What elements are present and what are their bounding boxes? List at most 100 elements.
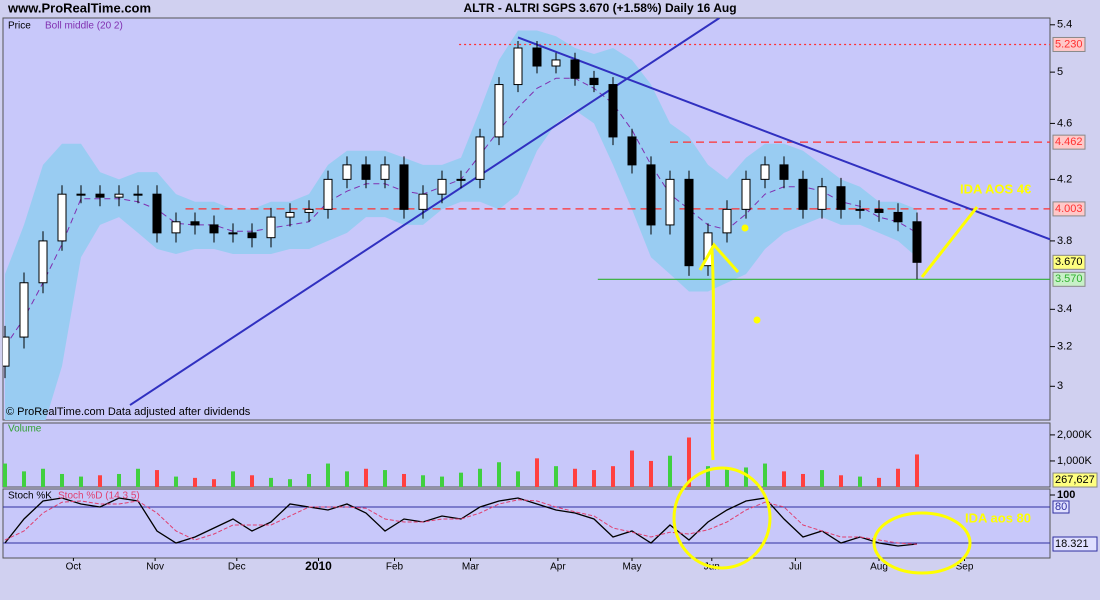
volume-bar [668, 455, 672, 487]
y-tick-label: 4.2 [1057, 173, 1072, 185]
volume-bar [877, 477, 881, 487]
volume-bar [269, 477, 273, 487]
annotations: IDA AOS 4€ IDA aos 80 [672, 181, 1031, 575]
value-label: 3.670 [1055, 256, 1083, 268]
volume-bar [212, 479, 216, 487]
candle-body [19, 282, 29, 338]
value-label: 18.321 [1055, 538, 1089, 550]
candle-body [76, 193, 86, 196]
candle-body [513, 47, 523, 86]
candle-body [779, 164, 789, 180]
candle-body [646, 164, 656, 226]
volume-bar [478, 468, 482, 487]
value-box [1052, 201, 1086, 217]
volume-bar [535, 458, 539, 487]
candle-body [399, 164, 409, 210]
x-tick-label: Aug [870, 562, 888, 573]
value-label: 267,627 [1055, 474, 1095, 486]
x-tick-label: Feb [386, 562, 404, 573]
x-tick-label: Mar [462, 562, 480, 573]
volume-bar [117, 473, 121, 487]
circle [872, 511, 972, 575]
volume-bar [3, 463, 7, 487]
candle-body [190, 221, 200, 226]
y-tick-label: 5 [1057, 66, 1063, 78]
dot [753, 316, 761, 324]
y-tick-label: 2,000K [1057, 429, 1093, 441]
candle-body [304, 208, 314, 213]
volume-bar [345, 471, 349, 487]
volume-bar [79, 476, 83, 487]
volume-bar [839, 475, 843, 487]
chart-title: ALTR - ALTRI SGPS 3.670 (+1.58%) Daily 1… [463, 1, 736, 15]
candle-body [323, 178, 333, 210]
candle-body [570, 59, 580, 79]
legend-entry: Stoch %K [8, 491, 52, 502]
volume-bar [440, 476, 444, 487]
candle-body [361, 164, 371, 180]
x-tick-label: Dec [228, 562, 246, 573]
candle-body [95, 193, 105, 198]
volume-bar [763, 463, 767, 487]
volume-bar [383, 470, 387, 487]
legend-entry: Stoch %D (14 3 5) [58, 491, 140, 502]
trend-line [129, 18, 720, 406]
volume-bar [915, 454, 919, 487]
arrow [920, 206, 979, 278]
x-tick-label: Sep [956, 562, 974, 573]
volume-bar [421, 475, 425, 487]
y-tick-label: 3.4 [1057, 303, 1072, 315]
volume-bar [611, 466, 615, 487]
candle-body [3, 336, 10, 367]
y-tick-label: 3.8 [1057, 235, 1072, 247]
volume-bar [820, 470, 824, 487]
value-box [1052, 472, 1098, 488]
price-plot [3, 18, 1050, 420]
candle-body [532, 47, 542, 67]
stoch-panel [2, 488, 1051, 559]
candle-body [133, 193, 143, 196]
legend-entry: Volume [8, 424, 42, 435]
candle-body [380, 164, 390, 180]
candle-body [285, 211, 295, 218]
y-tick-label: 3.2 [1057, 341, 1072, 353]
candle-body [874, 208, 884, 213]
x-tick-label: Nov [146, 562, 164, 573]
candle-body [589, 77, 599, 86]
candle-body [912, 221, 922, 263]
site: www.ProRealTime.com [7, 0, 151, 15]
stoch-line [4, 499, 918, 545]
y-tick-label: 3 [1057, 380, 1063, 392]
volume-bar [41, 468, 45, 487]
annotation: IDA aos 80 [965, 510, 1031, 525]
candle-body [228, 232, 238, 235]
volume-bar [364, 468, 368, 487]
value-box [1052, 271, 1086, 287]
x-tick-label: Apr [550, 562, 566, 573]
y-tick-label: 5.4 [1057, 19, 1072, 31]
candle-body [760, 164, 770, 180]
volume-panel [2, 422, 1051, 488]
candle-body [741, 178, 751, 210]
annotation: IDA AOS 4€ [960, 181, 1031, 196]
legend-entry: Boll middle (20 2) [45, 21, 123, 32]
candle-body [437, 178, 447, 195]
volume-bar [554, 466, 558, 487]
volume-bar [136, 468, 140, 487]
x-tick-label: May [623, 562, 642, 573]
candle-body [798, 178, 808, 210]
overlay: 3 3.2 3.4 3.8 4.2 4.6 5 5.4 5.230 4.462 4.003 3.570… [3, 19, 1098, 573]
volume-bar [592, 470, 596, 487]
candle-body [475, 136, 485, 180]
candle-body [551, 59, 561, 67]
candle-body [171, 221, 181, 234]
volume-bar [98, 475, 102, 487]
arrow [698, 242, 740, 461]
y-tick-label: 4.6 [1057, 117, 1072, 129]
value-label: 4.462 [1055, 136, 1083, 148]
candle-body [38, 240, 48, 284]
dot [741, 224, 749, 232]
candle-body [152, 193, 162, 234]
candle-body [494, 84, 504, 138]
